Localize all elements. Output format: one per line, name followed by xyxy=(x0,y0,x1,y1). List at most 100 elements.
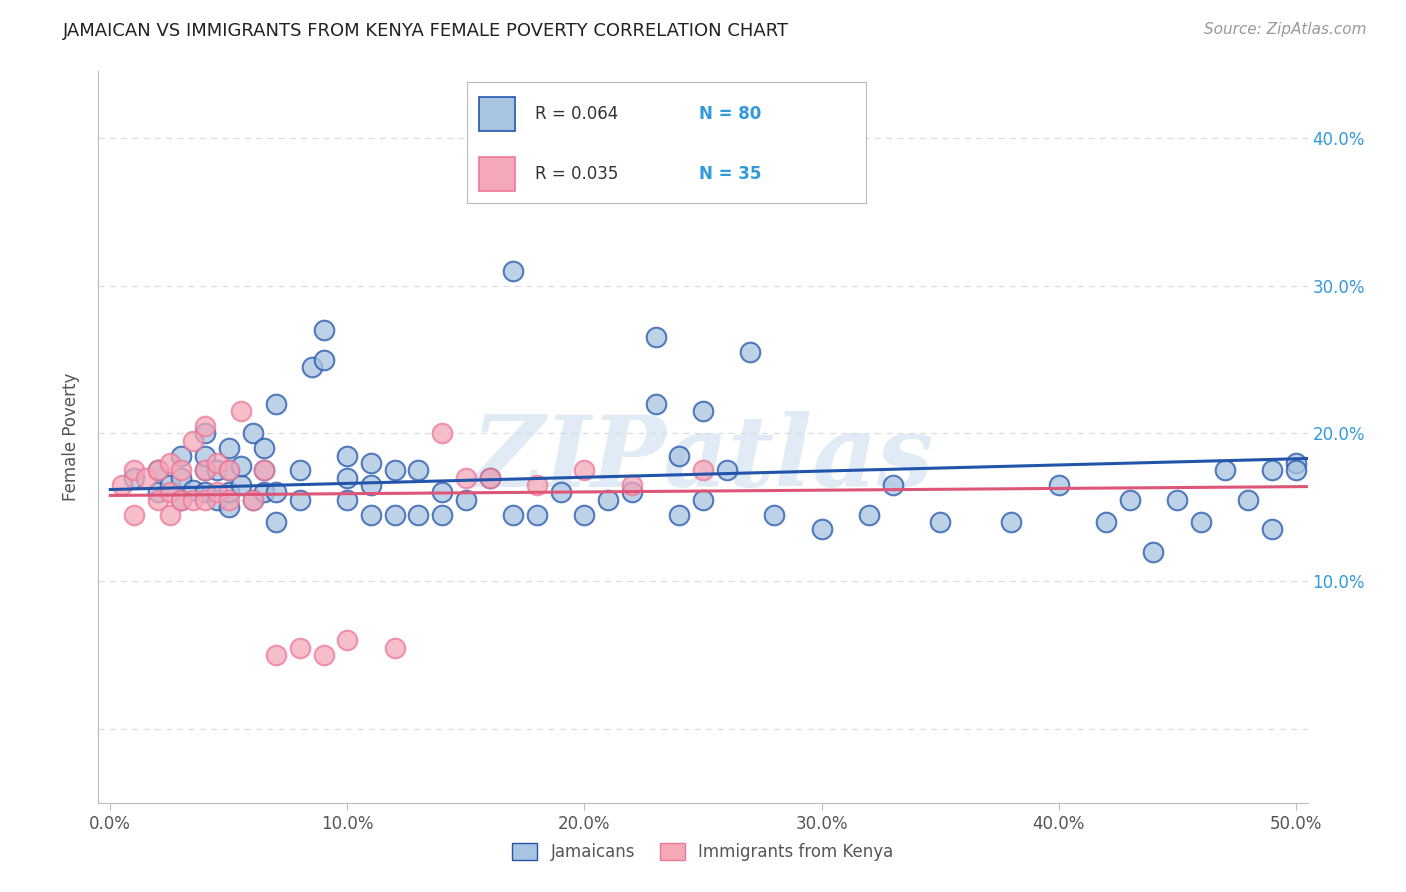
Point xyxy=(336,633,359,648)
Point xyxy=(194,449,217,463)
Point xyxy=(194,426,217,441)
Point xyxy=(644,330,666,344)
Point xyxy=(242,492,264,507)
Point xyxy=(205,485,228,500)
Point xyxy=(692,463,714,477)
Point xyxy=(620,478,643,492)
Point xyxy=(288,640,311,655)
Point xyxy=(218,441,240,455)
Point xyxy=(598,492,620,507)
Point xyxy=(218,500,240,515)
Point xyxy=(181,434,204,448)
Point xyxy=(1047,478,1070,492)
Point xyxy=(146,463,169,477)
Point xyxy=(159,456,181,470)
Point xyxy=(478,471,501,485)
Point xyxy=(668,508,690,522)
Point xyxy=(170,471,193,485)
Point xyxy=(312,648,335,662)
Point xyxy=(242,492,264,507)
Point xyxy=(205,456,228,470)
Point xyxy=(384,640,406,655)
Point xyxy=(264,648,287,662)
Point xyxy=(264,515,287,529)
Point xyxy=(229,478,252,492)
Point xyxy=(1285,463,1308,477)
Point xyxy=(408,508,430,522)
Point xyxy=(181,483,204,497)
Point xyxy=(218,492,240,507)
Point xyxy=(644,397,666,411)
Point xyxy=(146,492,169,507)
Point xyxy=(1189,515,1212,529)
Point xyxy=(111,478,134,492)
Point xyxy=(253,485,276,500)
Point xyxy=(194,485,217,500)
Point xyxy=(478,471,501,485)
Point xyxy=(692,492,714,507)
Point xyxy=(122,471,145,485)
Point xyxy=(170,463,193,477)
Point xyxy=(288,492,311,507)
Point xyxy=(218,463,240,477)
Point xyxy=(432,485,454,500)
Point xyxy=(170,492,193,507)
Point xyxy=(432,426,454,441)
Point xyxy=(1119,492,1142,507)
Point xyxy=(229,404,252,418)
Point xyxy=(264,485,287,500)
Y-axis label: Female Poverty: Female Poverty xyxy=(62,373,80,501)
Point xyxy=(668,449,690,463)
Point xyxy=(146,485,169,500)
Point xyxy=(312,323,335,337)
Point xyxy=(550,485,572,500)
Point xyxy=(1095,515,1118,529)
Point xyxy=(1213,463,1236,477)
Point xyxy=(301,359,323,374)
Point xyxy=(454,471,477,485)
Point xyxy=(194,419,217,434)
Point xyxy=(218,485,240,500)
Point xyxy=(205,492,228,507)
Point xyxy=(146,463,169,477)
Point xyxy=(218,463,240,477)
Point xyxy=(159,508,181,522)
Point xyxy=(312,352,335,367)
Legend: Jamaicans, Immigrants from Kenya: Jamaicans, Immigrants from Kenya xyxy=(506,836,900,868)
Point xyxy=(122,463,145,477)
Point xyxy=(194,463,217,477)
Point xyxy=(264,397,287,411)
Point xyxy=(253,441,276,455)
Point xyxy=(360,456,382,470)
Point xyxy=(242,426,264,441)
Point xyxy=(763,508,786,522)
Point xyxy=(1000,515,1022,529)
Text: JAMAICAN VS IMMIGRANTS FROM KENYA FEMALE POVERTY CORRELATION CHART: JAMAICAN VS IMMIGRANTS FROM KENYA FEMALE… xyxy=(63,22,789,40)
Point xyxy=(526,478,548,492)
Point xyxy=(408,463,430,477)
Point xyxy=(882,478,904,492)
Point xyxy=(384,463,406,477)
Point xyxy=(181,492,204,507)
Point xyxy=(1237,492,1260,507)
Point xyxy=(253,463,276,477)
Point xyxy=(288,463,311,477)
Point xyxy=(122,508,145,522)
Point xyxy=(159,485,181,500)
Point xyxy=(502,508,524,522)
Point xyxy=(360,508,382,522)
Point xyxy=(205,463,228,477)
Point xyxy=(740,345,762,359)
Point xyxy=(1261,463,1284,477)
Point xyxy=(1285,456,1308,470)
Point xyxy=(716,463,738,477)
Point xyxy=(502,264,524,278)
Point xyxy=(929,515,952,529)
Point xyxy=(253,463,276,477)
Point xyxy=(194,492,217,507)
Point xyxy=(194,463,217,477)
Point xyxy=(229,458,252,473)
Point xyxy=(135,471,157,485)
Point xyxy=(526,508,548,522)
Point xyxy=(1142,544,1164,558)
